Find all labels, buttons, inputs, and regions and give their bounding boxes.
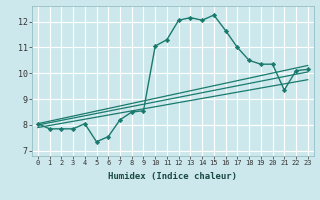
X-axis label: Humidex (Indice chaleur): Humidex (Indice chaleur) (108, 172, 237, 181)
